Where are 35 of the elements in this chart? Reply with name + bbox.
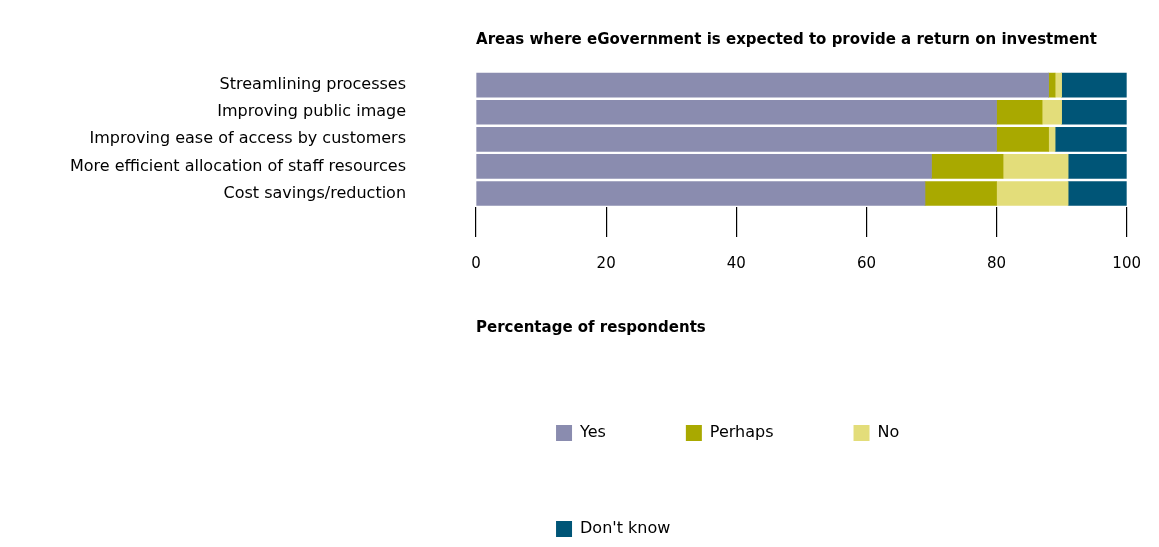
y-tick-label: Cost savings/reduction — [223, 182, 407, 202]
bar — [1054, 72, 1062, 98]
x-tick-label: 20 — [596, 253, 616, 272]
bar — [1061, 99, 1127, 125]
bar — [476, 154, 932, 179]
x-axis-title: Percentage of respondents — [476, 317, 706, 336]
bar — [996, 99, 1043, 125]
legend-label: Don't know — [580, 518, 671, 538]
bar — [996, 181, 1069, 206]
bar — [1061, 72, 1127, 98]
bar — [1067, 181, 1127, 206]
bar — [996, 126, 1049, 152]
bar — [1067, 154, 1127, 179]
bar — [476, 72, 1049, 98]
legend-label: Perhaps — [709, 422, 774, 442]
y-tick-label: Streamlining processes — [219, 74, 407, 94]
legend-label: Yes — [579, 422, 606, 442]
bar — [924, 181, 997, 206]
legend-label: No — [877, 422, 900, 442]
bar — [1002, 154, 1069, 179]
bar — [476, 99, 997, 125]
y-tick-label: Improving ease of access by customers — [89, 128, 407, 148]
bar — [1041, 99, 1062, 125]
y-tick-label: Improving public image — [217, 101, 407, 121]
y-tick-label: More efficient allocation of staff resources — [69, 155, 407, 175]
bar — [1054, 126, 1127, 152]
x-tick-label: 0 — [471, 253, 481, 272]
x-tick-label: 60 — [856, 253, 876, 272]
chart-title: Areas where eGovernment is expected to provide a return on investment — [476, 30, 1097, 49]
x-tick-label: 40 — [726, 253, 746, 272]
x-tick-label: 100 — [1112, 253, 1142, 272]
bar — [476, 181, 926, 206]
bar — [931, 154, 1004, 179]
bar — [476, 126, 997, 152]
x-tick-label: 80 — [987, 253, 1007, 272]
